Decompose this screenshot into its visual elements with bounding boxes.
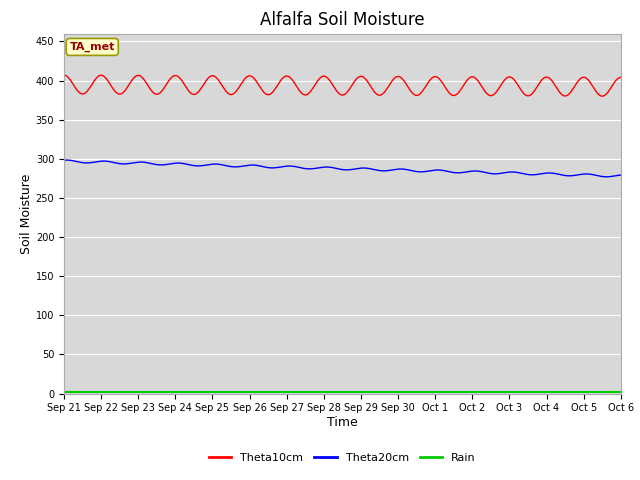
X-axis label: Time: Time bbox=[327, 416, 358, 429]
Text: TA_met: TA_met bbox=[70, 42, 115, 52]
Legend: Theta10cm, Theta20cm, Rain: Theta10cm, Theta20cm, Rain bbox=[205, 448, 480, 467]
Title: Alfalfa Soil Moisture: Alfalfa Soil Moisture bbox=[260, 11, 425, 29]
Y-axis label: Soil Moisture: Soil Moisture bbox=[20, 173, 33, 254]
